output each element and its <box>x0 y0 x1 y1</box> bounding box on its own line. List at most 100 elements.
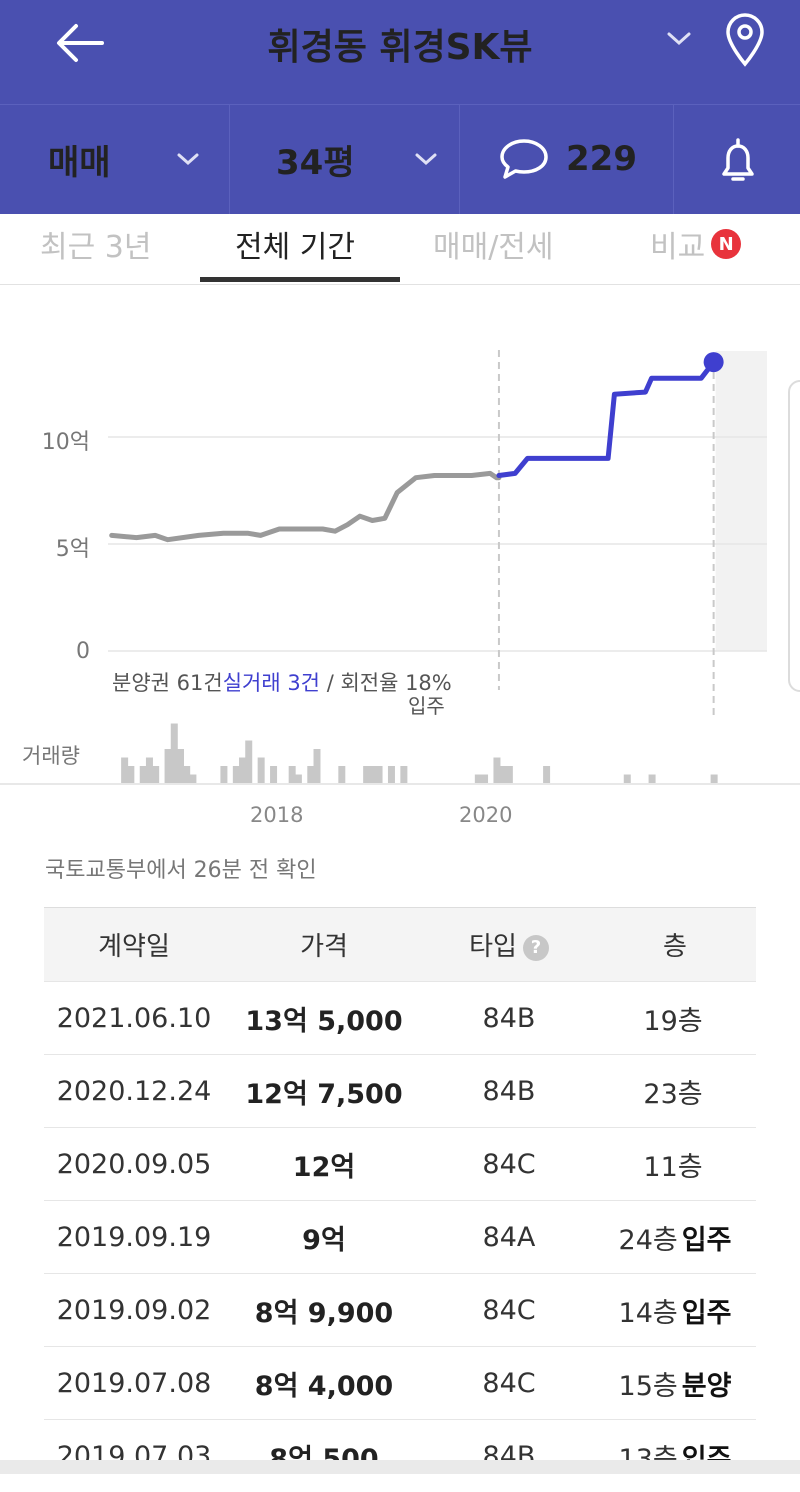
cell-price: 8억 9,900 <box>224 1274 424 1347</box>
cell-type: 84A <box>424 1201 594 1274</box>
volume-bar <box>183 766 190 783</box>
cell-date: 2020.09.05 <box>44 1128 224 1201</box>
volume-bar <box>400 766 407 783</box>
volume-bar <box>171 724 178 784</box>
volume-bar <box>338 766 345 783</box>
cell-type: 84B <box>424 982 594 1055</box>
header-type: 타입? <box>424 908 594 982</box>
title-dropdown-button[interactable] <box>664 26 694 50</box>
volume-bar <box>543 766 550 783</box>
volume-bar <box>481 775 488 784</box>
volume-bar <box>307 766 314 783</box>
cell-price: 9억 <box>224 1201 424 1274</box>
status-tag: 분양 <box>682 1371 732 1402</box>
volume-bar <box>140 766 147 783</box>
cell-date: 2019.09.02 <box>44 1274 224 1347</box>
cell-floor: 23층 <box>594 1055 756 1128</box>
future-shade <box>716 351 767 651</box>
volume-bar <box>189 775 196 784</box>
comments-button[interactable]: 229 <box>498 104 648 214</box>
chevron-down-icon <box>664 26 694 50</box>
cell-floor: 11층 <box>594 1128 756 1201</box>
map-pin-icon <box>722 12 768 68</box>
x-tick-label: 2018 <box>250 803 303 827</box>
source-caption: 국토교통부에서 26분 전 확인 <box>45 852 317 884</box>
location-button[interactable] <box>722 12 768 68</box>
cell-floor: 19층 <box>594 982 756 1055</box>
move-in-marker-label: 입주 <box>408 690 445 719</box>
volume-bar <box>239 758 246 784</box>
cell-type: 84C <box>424 1128 594 1201</box>
status-tag: 입주 <box>682 1225 732 1256</box>
volume-bar <box>165 749 172 783</box>
new-badge: N <box>711 229 741 259</box>
cell-price: 8억 500 <box>224 1420 424 1492</box>
volume-bar <box>493 758 500 784</box>
volume-bar <box>289 766 296 783</box>
speech-bubble-icon <box>498 137 550 181</box>
bottom-bar <box>0 1460 800 1474</box>
status-tag: 입주 <box>682 1298 732 1329</box>
y-tick-label: 0 <box>20 639 90 664</box>
selector-divider <box>459 104 460 214</box>
deal-type-label: 매매 <box>48 135 111 184</box>
cell-type: 84C <box>424 1274 594 1347</box>
price-chart <box>0 300 800 800</box>
size-label: 34평 <box>276 135 355 184</box>
volume-bar <box>270 766 277 783</box>
volume-bar <box>649 775 656 784</box>
volume-bar <box>369 766 376 783</box>
active-tab-indicator <box>200 277 400 282</box>
header-date: 계약일 <box>44 908 224 982</box>
volume-bar <box>506 766 513 783</box>
volume-bar <box>177 749 184 783</box>
volume-bar <box>233 766 240 783</box>
volume-bar <box>121 758 128 784</box>
help-icon[interactable]: ? <box>523 935 549 961</box>
actual-trade-count[interactable]: 실거래 3건 <box>223 671 320 695</box>
header-price: 가격 <box>224 908 424 982</box>
tab-all-period[interactable]: 전체 기간 <box>235 214 355 274</box>
cell-price: 12억 7,500 <box>224 1055 424 1128</box>
chevron-down-icon <box>413 149 439 169</box>
volume-bar <box>363 766 370 783</box>
deal-type-select[interactable]: 매매 <box>48 104 218 214</box>
chart-scroll-handle[interactable] <box>788 380 800 692</box>
volume-bar <box>388 766 395 783</box>
tab-recent-3-years[interactable]: 최근 3년 <box>40 214 151 274</box>
cell-date: 2019.07.03 <box>44 1420 224 1492</box>
tab-sale-jeonse[interactable]: 매매/전세 <box>433 214 554 274</box>
cell-type: 84B <box>424 1055 594 1128</box>
latest-price-point <box>704 352 724 372</box>
volume-bar <box>624 775 631 784</box>
cell-date: 2021.06.10 <box>44 982 224 1055</box>
volume-label: 거래량 <box>22 740 80 770</box>
cell-price: 12억 <box>224 1128 424 1201</box>
bell-icon <box>716 136 760 186</box>
table-header-row: 계약일 가격 타입? 층 <box>44 908 756 982</box>
cell-date: 2020.12.24 <box>44 1055 224 1128</box>
size-select[interactable]: 34평 <box>276 104 446 214</box>
volume-bar <box>376 766 383 783</box>
header-floor: 층 <box>594 908 756 982</box>
volume-bar <box>245 741 252 784</box>
volume-bar <box>258 758 265 784</box>
volume-bar <box>146 758 153 784</box>
cell-price: 13억 5,000 <box>224 982 424 1055</box>
tab-compare[interactable]: 비교 N <box>650 214 741 274</box>
volume-bar <box>127 766 134 783</box>
y-tick-label: 10억 <box>20 424 90 456</box>
comment-count: 229 <box>566 139 637 179</box>
notification-button[interactable] <box>716 136 760 186</box>
